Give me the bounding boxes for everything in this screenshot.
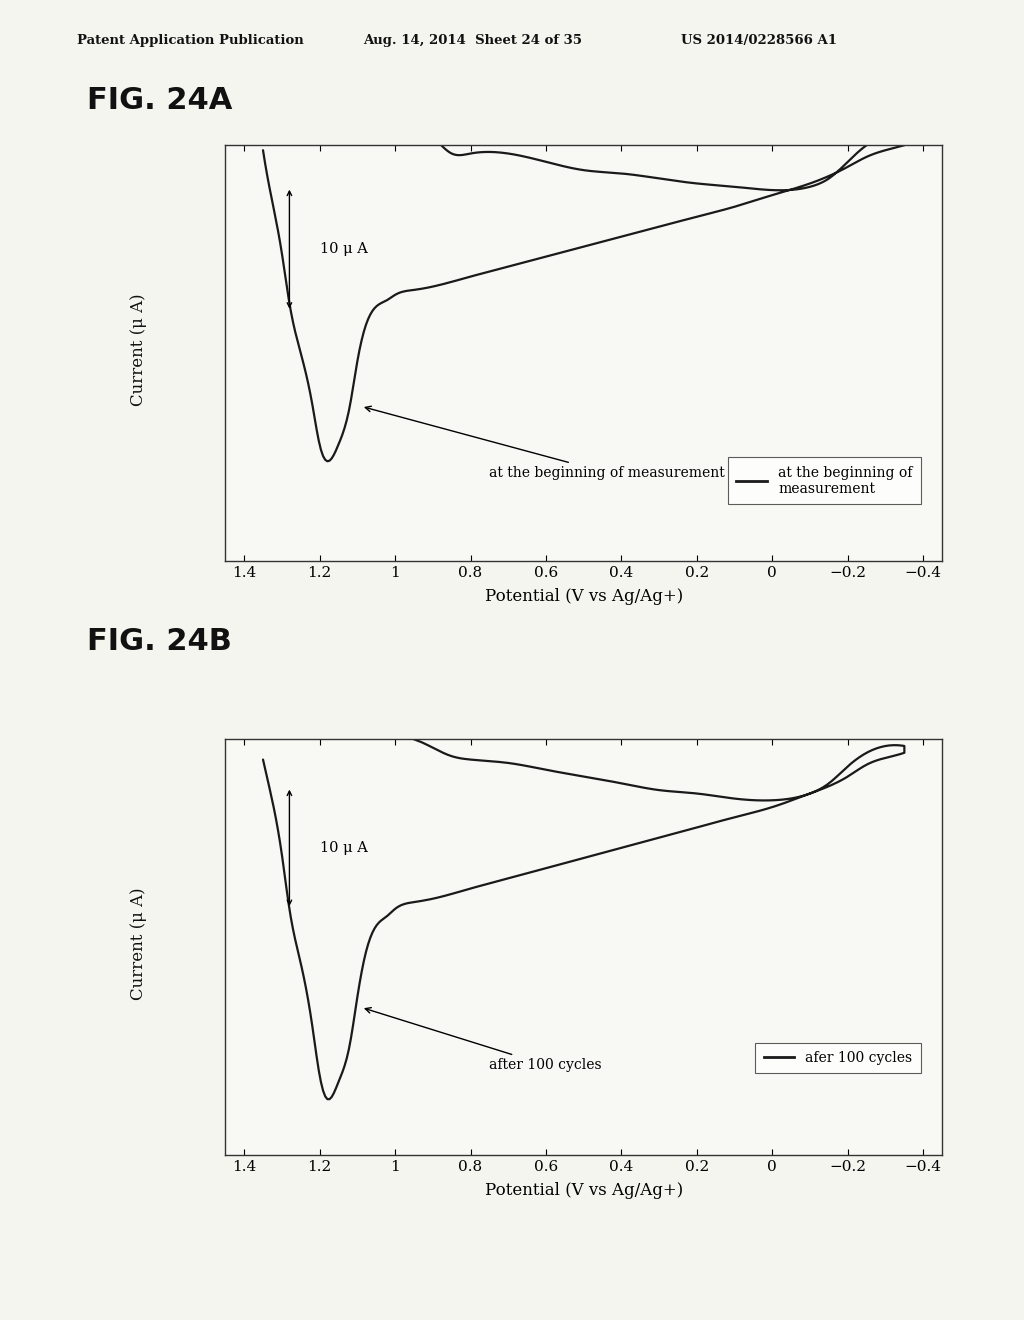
Legend: afer 100 cycles: afer 100 cycles (756, 1043, 921, 1073)
Text: FIG. 24A: FIG. 24A (87, 86, 232, 115)
Text: Current (μ A): Current (μ A) (130, 293, 146, 407)
Text: 10 μ A: 10 μ A (319, 242, 368, 256)
Text: FIG. 24B: FIG. 24B (87, 627, 231, 656)
Legend: at the beginning of
measurement: at the beginning of measurement (728, 457, 921, 504)
X-axis label: Potential (V vs Ag/Ag+): Potential (V vs Ag/Ag+) (484, 1183, 683, 1199)
Text: 10 μ A: 10 μ A (319, 841, 368, 855)
Text: at the beginning of measurement: at the beginning of measurement (366, 407, 725, 480)
Text: US 2014/0228566 A1: US 2014/0228566 A1 (681, 33, 837, 46)
Text: Patent Application Publication: Patent Application Publication (77, 33, 303, 46)
Text: Aug. 14, 2014  Sheet 24 of 35: Aug. 14, 2014 Sheet 24 of 35 (364, 33, 583, 46)
Text: after 100 cycles: after 100 cycles (366, 1007, 602, 1072)
X-axis label: Potential (V vs Ag/Ag+): Potential (V vs Ag/Ag+) (484, 589, 683, 605)
Text: Current (μ A): Current (μ A) (130, 887, 146, 1001)
